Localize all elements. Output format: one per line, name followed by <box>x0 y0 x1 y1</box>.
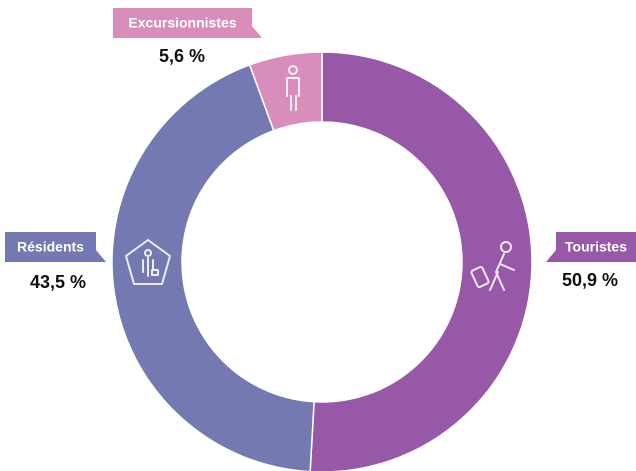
donut-slice <box>111 63 315 471</box>
category-box <box>5 232 96 262</box>
category-label: Touristes <box>565 239 627 255</box>
category-pointer <box>96 250 106 262</box>
category-box <box>556 232 636 262</box>
category-pointer <box>252 26 262 38</box>
donut-slice <box>248 51 323 132</box>
icon-tourist <box>470 241 515 291</box>
donut-slice <box>309 51 533 471</box>
category-box <box>113 8 252 38</box>
category-label: Résidents <box>17 239 84 255</box>
category-pointer <box>546 250 556 262</box>
labels: Touristes 50,9 % Résidents 43,5 % Excursionn… <box>5 8 636 292</box>
icon-resident <box>125 239 171 285</box>
category-label: Excursionnistes <box>128 15 236 31</box>
value-label: 50,9 % <box>562 270 618 290</box>
icon-daytripper <box>286 65 300 111</box>
value-label: 5,6 % <box>159 46 205 66</box>
slices <box>111 51 533 471</box>
value-label: 43,5 % <box>30 272 86 292</box>
